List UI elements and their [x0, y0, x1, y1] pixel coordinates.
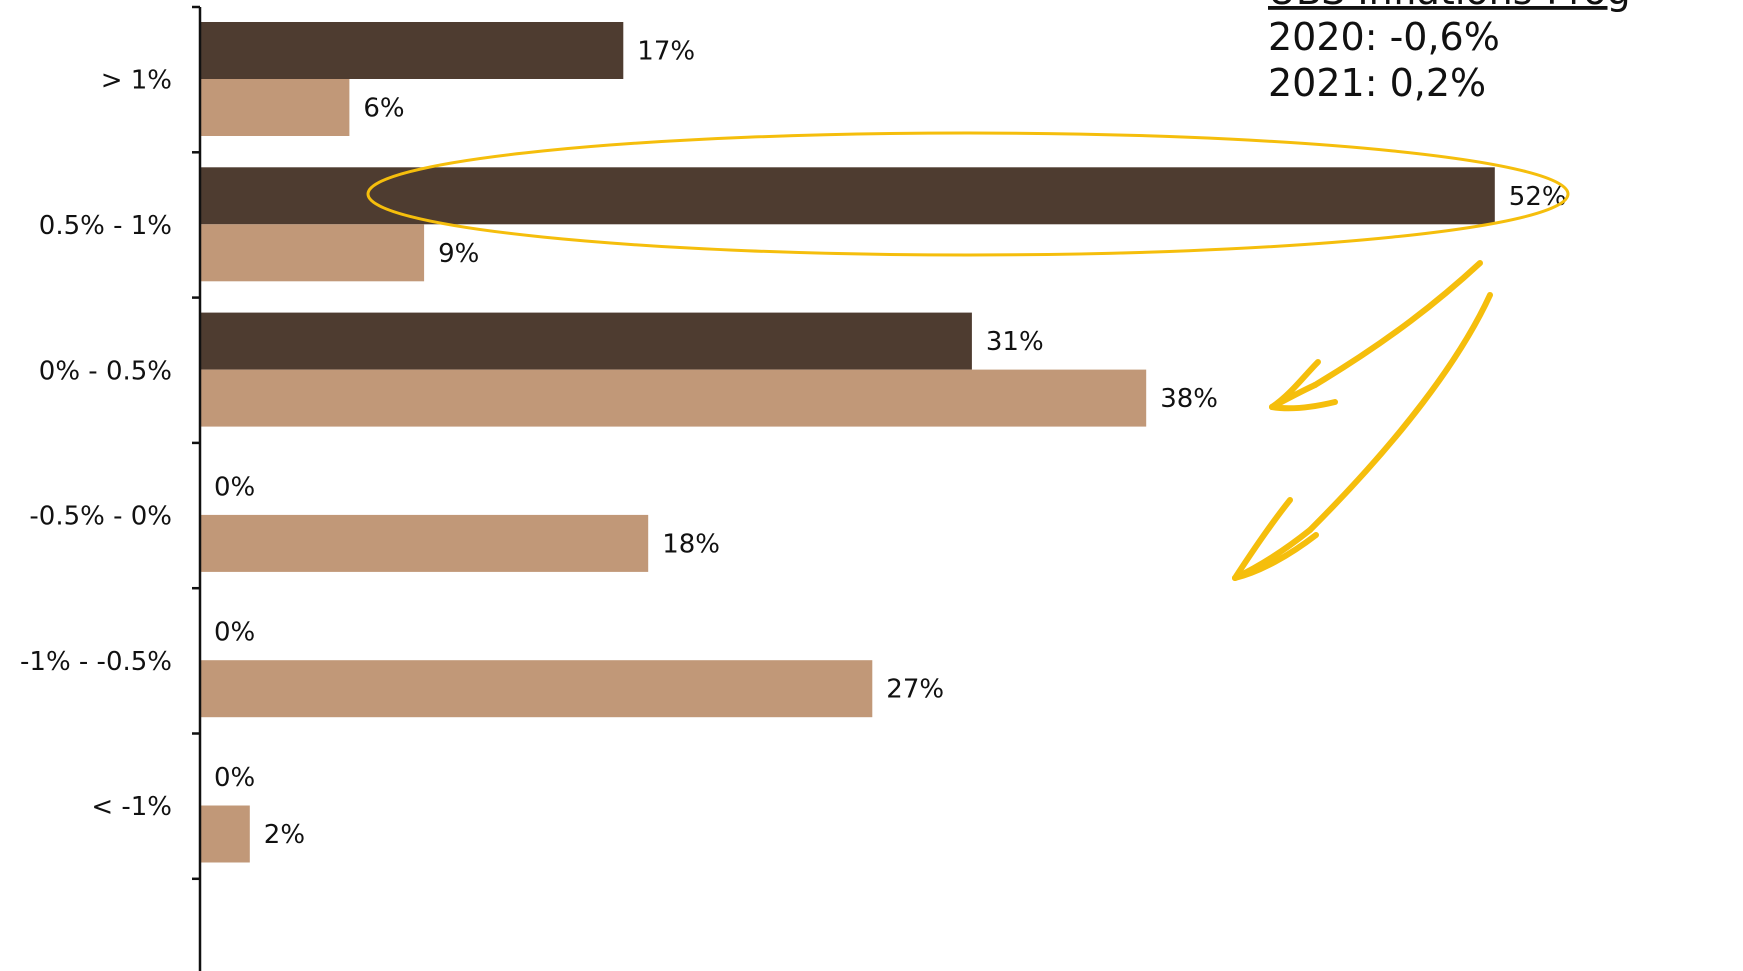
category-label: < -1% [91, 792, 172, 822]
category-label: 0.5% - 1% [39, 211, 172, 241]
value-label: 0% [214, 472, 255, 502]
highlight-annotation [366, 131, 1570, 581]
value-label: 38% [1160, 384, 1218, 414]
y-axis-ticks [192, 5, 200, 881]
bar-series-2 [200, 224, 425, 282]
bar-series-2 [200, 660, 873, 718]
projection-heading: UBS Inflations-Prog [1268, 0, 1631, 13]
value-label: 2% [264, 820, 305, 850]
value-label: 9% [438, 239, 479, 269]
bar-series-2 [200, 805, 250, 863]
value-label: 17% [637, 37, 695, 67]
category-label: -0.5% - 0% [29, 502, 172, 532]
projection-box: UBS Inflations-Prog 2020: -0,6% 2021: 0,… [1268, 0, 1631, 105]
value-label: 52% [1509, 182, 1567, 212]
value-label: 0% [214, 618, 255, 648]
bar-series-1 [200, 167, 1495, 225]
category-labels: > 1% 0.5% - 1% 0% - 0.5% -0.5% - 0% -1% - -0… [20, 66, 172, 823]
bar-series-1 [200, 312, 972, 370]
bar-series-2 [200, 79, 350, 136]
scribble-arrow-lower [1232, 292, 1493, 581]
projection-line-2021: 2021: 0,2% [1268, 61, 1486, 105]
category-label: -1% - -0.5% [20, 647, 172, 677]
scribble-arrow-upper [1269, 260, 1483, 412]
value-label: 6% [363, 94, 404, 124]
value-label: 27% [886, 675, 944, 705]
value-label: 31% [986, 327, 1044, 357]
value-label: 0% [214, 763, 255, 793]
category-label: 0% - 0.5% [39, 356, 172, 386]
value-label: 18% [662, 529, 720, 559]
category-label: > 1% [101, 66, 172, 96]
bar-series-2 [200, 514, 649, 572]
bars-layer [200, 22, 1495, 863]
value-labels: 17% 6% 52% 9% 31% 38% 0% 18% 0% 27% 0% 2% [214, 37, 1567, 851]
bar-series-1 [200, 22, 624, 79]
projection-line-2020: 2020: -0,6% [1268, 15, 1500, 59]
bar-series-2 [200, 369, 1147, 427]
highlight-ellipse [366, 131, 1570, 257]
